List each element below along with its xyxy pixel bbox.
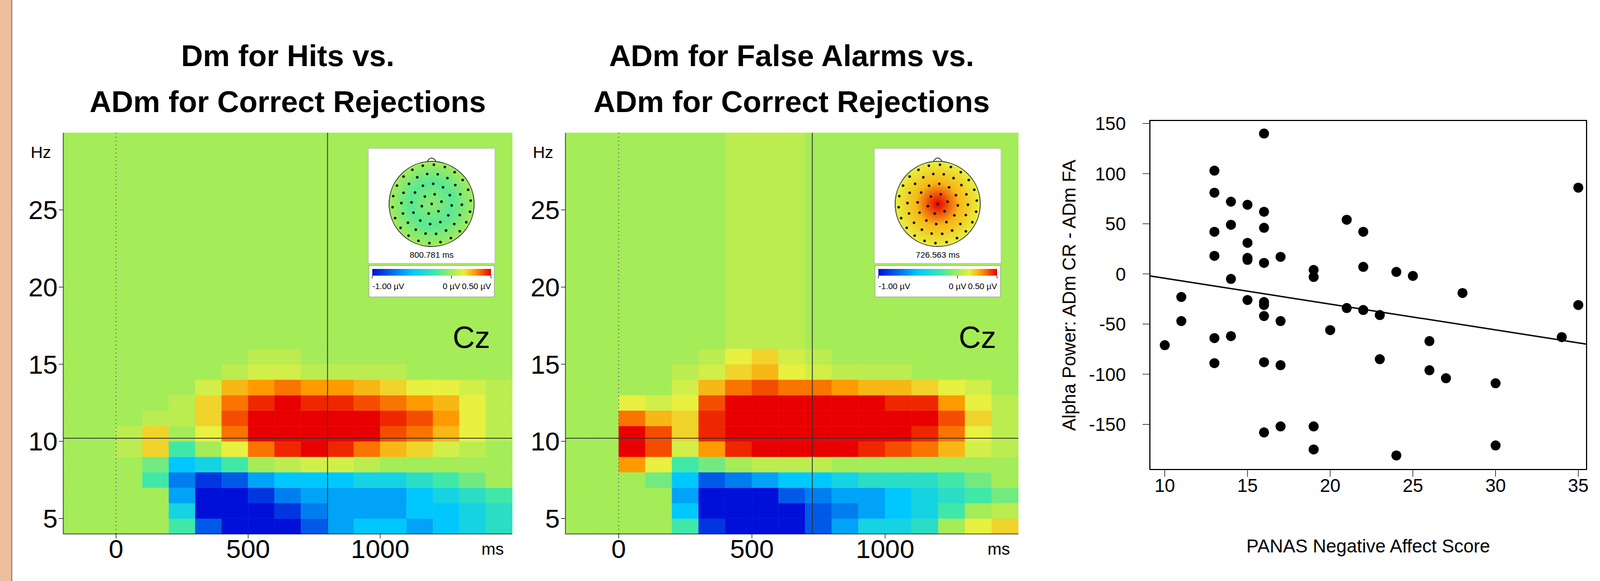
svg-text:100: 100 — [1095, 163, 1126, 185]
svg-text:726.563 ms: 726.563 ms — [915, 249, 960, 260]
html-text:ms: ms — [987, 539, 1010, 558]
svg-text:10: 10 — [28, 426, 58, 456]
html-text:ADm for Correct Rejections: ADm for Correct Rejections — [89, 84, 486, 119]
html-text:Dm for Hits vs.: Dm for Hits vs. — [181, 38, 395, 73]
svg-text:800.781 ms: 800.781 ms — [409, 249, 454, 260]
html-text:Hz: Hz — [30, 142, 52, 162]
svg-text:500: 500 — [730, 533, 774, 564]
svg-text:30: 30 — [1485, 474, 1506, 496]
svg-text:50: 50 — [1105, 213, 1126, 235]
svg-text:10: 10 — [530, 426, 560, 456]
svg-text:0.50 µV: 0.50 µV — [967, 281, 998, 291]
svg-text:0: 0 — [108, 533, 124, 564]
svg-text:0.50 µV: 0.50 µV — [461, 281, 491, 291]
html-text:ADm for Correct Rejections: ADm for Correct Rejections — [593, 84, 990, 119]
svg-text:-1.00 µV: -1.00 µV — [878, 281, 911, 291]
html-text:Cz: Cz — [958, 319, 997, 355]
svg-text:20: 20 — [1320, 474, 1341, 496]
svg-text:20: 20 — [530, 272, 560, 302]
svg-text:10: 10 — [1154, 474, 1176, 496]
svg-text:5: 5 — [545, 503, 560, 533]
html-text:Cz: Cz — [452, 319, 491, 355]
svg-text:0 µV: 0 µV — [948, 281, 967, 291]
svg-text:1000: 1000 — [351, 533, 410, 564]
svg-text:25: 25 — [28, 194, 58, 225]
svg-text:15: 15 — [530, 349, 560, 380]
svg-text:150: 150 — [1095, 113, 1126, 134]
svg-text:15: 15 — [28, 349, 58, 380]
svg-text:-50: -50 — [1098, 313, 1126, 335]
html-text:Alpha Power: ADm CR - ADm FA: Alpha Power: ADm CR - ADm FA — [1058, 159, 1080, 431]
svg-text:5: 5 — [43, 503, 58, 533]
svg-text:25: 25 — [1402, 474, 1424, 496]
svg-text:0 µV: 0 µV — [442, 281, 461, 291]
svg-text:-1.00 µV: -1.00 µV — [372, 281, 405, 291]
html-text:ADm for False Alarms vs.: ADm for False Alarms vs. — [609, 38, 975, 73]
svg-text:25: 25 — [530, 194, 560, 225]
svg-text:500: 500 — [226, 533, 270, 564]
html-text:PANAS Negative Affect Score: PANAS Negative Affect Score — [1246, 535, 1491, 556]
html-text:Hz: Hz — [532, 142, 554, 162]
svg-text:35: 35 — [1568, 474, 1589, 496]
svg-text:20: 20 — [28, 272, 58, 302]
svg-text:-100: -100 — [1088, 363, 1126, 385]
html-text:ms: ms — [481, 539, 504, 558]
svg-text:-150: -150 — [1088, 413, 1126, 435]
svg-text:0: 0 — [611, 533, 626, 564]
svg-text:1000: 1000 — [855, 533, 915, 564]
svg-text:15: 15 — [1237, 474, 1258, 496]
svg-text:0: 0 — [1115, 263, 1126, 285]
